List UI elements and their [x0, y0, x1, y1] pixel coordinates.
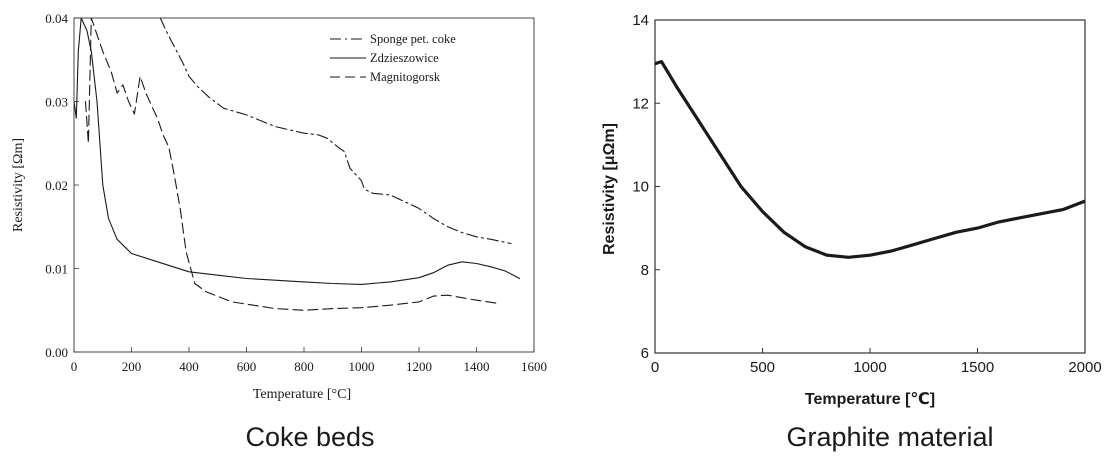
y-tick-label: 14: [632, 12, 649, 29]
x-tick-label: 1200: [406, 359, 432, 374]
y-tick-label: 10: [632, 179, 649, 196]
y-tick-label: 0.00: [45, 345, 68, 360]
series-line-3: [84, 18, 501, 311]
legend-label: Zdzieszowice: [370, 51, 439, 65]
x-tick-label: 0: [651, 359, 659, 376]
series-line-1: [159, 18, 512, 245]
plot-area: [654, 19, 1086, 354]
x-tick-label: 800: [294, 359, 314, 374]
legend: Sponge pet. coke Zdzieszowice Magnitogorsk: [330, 32, 456, 84]
chart-caption: Coke beds: [245, 422, 374, 452]
legend-label: Magnitogorsk: [370, 70, 441, 84]
x-axis-ticks: 0 200 400 600 800 1000 1200 1400 1600: [71, 347, 547, 374]
legend-label: Sponge pet. coke: [370, 32, 456, 46]
plot-frame: [73, 17, 535, 353]
y-tick-label: 0.02: [45, 178, 68, 193]
x-axis-label: Temperature [℃]: [805, 391, 935, 408]
series-lines: [74, 18, 521, 311]
series-line-2: [74, 18, 521, 285]
x-tick-label: 500: [750, 359, 775, 376]
x-tick-label: 400: [179, 359, 199, 374]
x-axis-label: Temperature [°C]: [253, 387, 351, 402]
y-axis-label: Resistivity [μΩm]: [601, 123, 618, 255]
x-tick-label: 1600: [521, 359, 547, 374]
x-tick-label: 2000: [1068, 359, 1101, 376]
plot-area: [73, 17, 535, 353]
series-lines: [655, 60, 1085, 259]
plot-frame: [654, 19, 1086, 354]
x-axis-ticks: 0 500 1000 1500 2000: [651, 348, 1102, 376]
x-tick-label: 0: [71, 359, 78, 374]
y-tick-label: 6: [641, 345, 649, 362]
y-tick-label: 0.03: [45, 95, 68, 110]
x-tick-label: 1000: [349, 359, 375, 374]
y-tick-label: 12: [632, 95, 649, 112]
x-tick-label: 1000: [853, 359, 886, 376]
x-tick-label: 1400: [464, 359, 490, 374]
chart-coke-beds: 0 200 400 600 800 1000 1200 1400 1600 0.000.010.…: [11, 11, 547, 452]
chart-caption: Graphite material: [786, 422, 993, 452]
y-tick-label: 8: [641, 262, 649, 279]
series-line-1: [655, 60, 1085, 259]
x-tick-label: 600: [237, 359, 257, 374]
chart-graphite-material: 0 500 1000 1500 2000 6 8 10 12 14 Temperature [℃…: [601, 12, 1102, 452]
y-tick-label: 0.04: [45, 11, 68, 26]
x-tick-label: 1500: [961, 359, 994, 376]
x-tick-label: 200: [122, 359, 142, 374]
y-axis-label: Resistivity [Ωm]: [11, 138, 26, 232]
y-axis-ticks: 0.00 0.01 0.02 0.03 0.04: [45, 11, 79, 360]
y-axis-ticks: 6 8 10 12 14: [632, 12, 660, 362]
y-tick-label: 0.01: [45, 262, 68, 277]
